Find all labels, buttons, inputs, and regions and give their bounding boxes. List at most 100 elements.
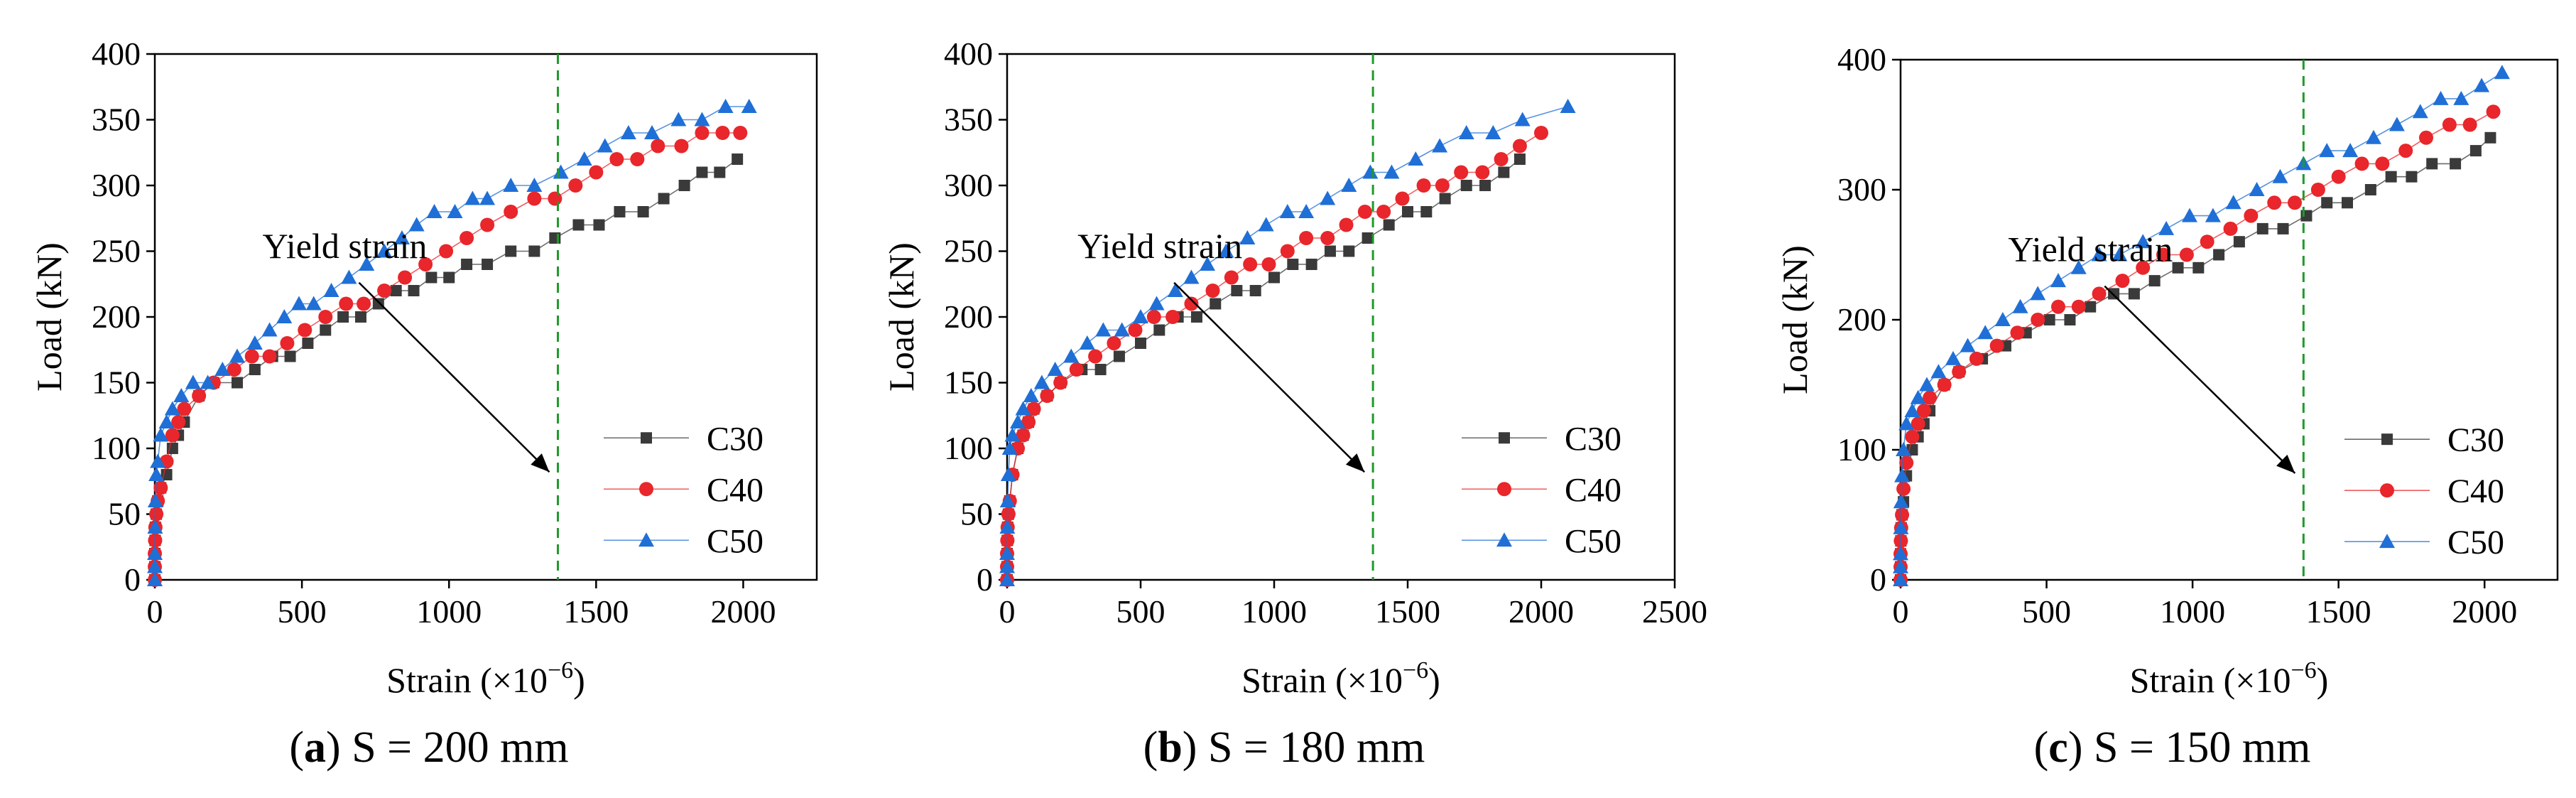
x-tick-label: 1000 <box>2160 593 2225 630</box>
data-point-C40 <box>357 296 371 311</box>
data-point-C50 <box>305 296 322 311</box>
data-point-C40 <box>298 323 313 338</box>
data-point-C50 <box>1298 204 1315 218</box>
data-point-C50 <box>2112 247 2128 261</box>
data-point-C30 <box>2342 197 2353 209</box>
data-point-C50 <box>1167 283 1183 297</box>
annotation-arrow-shaft <box>358 281 550 473</box>
series-C50 <box>1893 65 2510 586</box>
data-point-C40 <box>527 191 542 206</box>
x-tick-label: 1000 <box>416 593 482 630</box>
data-point-C40 <box>2354 156 2369 171</box>
data-point-C50 <box>2319 143 2335 158</box>
data-point-C50 <box>1893 546 1908 561</box>
data-point-C50 <box>553 164 569 179</box>
series-C30 <box>1895 131 2496 586</box>
data-point-C30 <box>1324 245 1336 257</box>
data-point-C30 <box>1153 324 1165 336</box>
data-point-C30 <box>1249 285 1261 296</box>
y-axis-label: Load (kN) <box>1775 245 1815 394</box>
data-point-C50 <box>1047 362 1063 376</box>
data-point-C40 <box>1895 507 1910 522</box>
data-point-C50 <box>670 112 687 126</box>
data-point-C40 <box>504 205 518 219</box>
data-point-C40 <box>2031 313 2045 327</box>
data-point-C50 <box>1148 296 1165 311</box>
legend-label-C40: C40 <box>1565 471 1621 509</box>
data-point-C30 <box>1113 350 1125 362</box>
data-point-C50 <box>2272 168 2288 183</box>
y-tick-label: 400 <box>92 36 141 72</box>
data-point-C30 <box>678 180 690 191</box>
series-line-C40 <box>154 132 741 580</box>
data-point-C30 <box>1268 271 1280 284</box>
x-tick-label: 1500 <box>563 593 629 630</box>
data-point-C30 <box>302 338 314 349</box>
data-point-C50 <box>1896 442 1912 456</box>
data-point-C50 <box>164 401 180 416</box>
data-point-C50 <box>1893 519 1909 534</box>
data-point-C50 <box>2050 273 2066 288</box>
data-point-C50 <box>1218 243 1234 258</box>
data-point-C50 <box>1079 335 1095 350</box>
data-point-C40 <box>1494 152 1509 166</box>
data-point-C30 <box>714 166 726 178</box>
legend-label-C40: C40 <box>707 471 763 509</box>
data-point-C40 <box>165 428 180 443</box>
data-point-C50 <box>2249 182 2265 196</box>
data-point-C50 <box>1279 204 1295 218</box>
data-point-C50 <box>1458 125 1474 139</box>
data-point-C40 <box>1320 231 1335 245</box>
data-point-C30 <box>2233 236 2245 248</box>
yield-strain-annotation: Yield strain <box>2008 230 2173 269</box>
data-point-C40 <box>2462 117 2477 132</box>
data-point-C50 <box>2474 77 2490 92</box>
data-point-C50 <box>341 269 357 284</box>
legend-label-C50: C50 <box>707 522 763 560</box>
legend-marker-C50 <box>638 532 654 547</box>
data-point-C50 <box>1095 322 1112 337</box>
data-point-C40 <box>715 126 730 140</box>
data-point-C50 <box>1408 151 1424 166</box>
data-point-C50 <box>185 374 201 389</box>
data-point-C40 <box>1395 191 1410 206</box>
data-point-C40 <box>2200 234 2214 249</box>
data-point-C50 <box>2225 195 2241 210</box>
legend-marker-C40 <box>2380 483 2394 498</box>
data-point-C50 <box>526 178 543 192</box>
panels: 0 500 1000 1500 2000050100150200250300350400… <box>29 36 2559 772</box>
data-point-C30 <box>1383 219 1395 231</box>
x-tick-label: 1500 <box>2306 593 2371 630</box>
data-point-C30 <box>2256 222 2268 234</box>
data-point-C40 <box>1989 338 2004 353</box>
data-point-C40 <box>1512 139 1527 153</box>
x-axis-label: Strain (×10−6) <box>1241 657 1440 700</box>
y-tick-label: 300 <box>1837 171 1886 207</box>
data-point-C30 <box>1420 206 1433 217</box>
data-point-C50 <box>1945 350 1961 365</box>
y-tick-label: 0 <box>1870 561 1886 598</box>
data-point-C50 <box>2158 220 2175 235</box>
data-point-C50 <box>1258 217 1274 232</box>
data-point-C50 <box>1015 401 1031 416</box>
data-point-C50 <box>999 493 1016 507</box>
data-point-C30 <box>732 153 744 165</box>
data-point-C30 <box>425 271 438 284</box>
data-point-C30 <box>408 285 420 296</box>
x-tick-label: 2000 <box>2452 593 2517 630</box>
y-tick-label: 200 <box>92 298 141 335</box>
data-point-C40 <box>2136 260 2151 275</box>
data-point-C40 <box>153 480 168 495</box>
annotation-arrowhead <box>1345 453 1365 473</box>
annotation-arrow-shaft <box>2104 285 2296 474</box>
data-point-C40 <box>1205 284 1220 298</box>
data-point-C30 <box>2148 275 2161 287</box>
data-point-C30 <box>1513 153 1526 165</box>
data-point-C40 <box>733 126 748 140</box>
data-point-C40 <box>1243 257 1258 271</box>
y-tick-label: 100 <box>92 430 141 466</box>
data-point-C40 <box>1416 178 1431 193</box>
data-point-C50 <box>1183 269 1200 284</box>
data-point-C30 <box>1135 338 1146 349</box>
legend-label-C30: C30 <box>1565 420 1621 458</box>
